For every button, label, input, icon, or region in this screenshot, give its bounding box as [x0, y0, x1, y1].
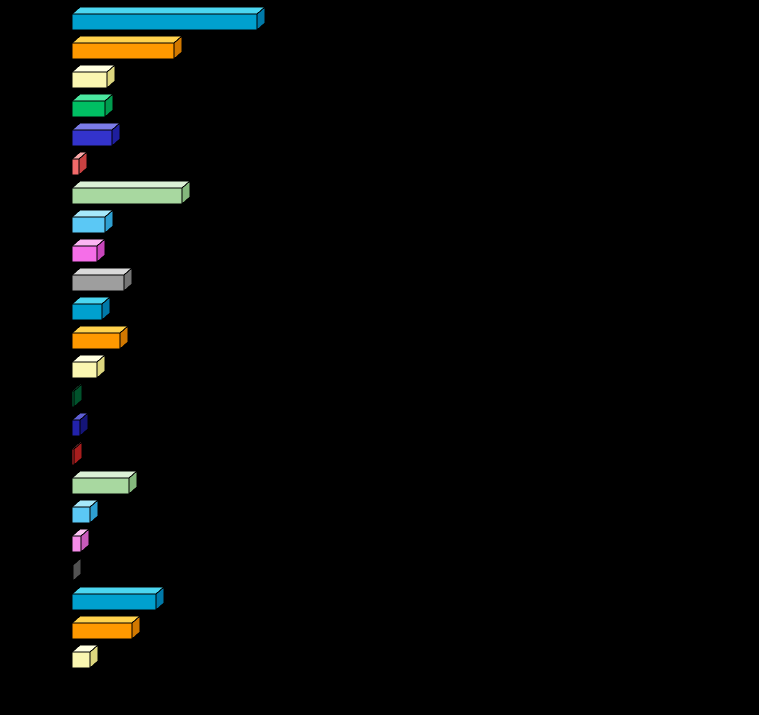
bar-20[interactable] — [70, 556, 83, 583]
bar-9-front-face — [71, 245, 98, 263]
bar-9[interactable] — [70, 237, 107, 264]
bar-8[interactable] — [70, 208, 115, 235]
bar-10-top-face — [70, 267, 134, 276]
bar-7-top-face — [70, 180, 192, 189]
bar-2-top-face — [70, 35, 184, 44]
bar-22-front-face — [71, 622, 133, 640]
bar-12-front-face — [71, 332, 121, 350]
bar-19[interactable] — [70, 527, 91, 554]
bar-5-front-face — [71, 129, 113, 147]
bar-16[interactable] — [70, 440, 84, 467]
bar-2[interactable] — [70, 34, 184, 61]
bar-14[interactable] — [70, 382, 84, 409]
bar-23-front-face — [71, 651, 91, 669]
bar-14-side-face — [73, 382, 83, 409]
bar-1[interactable] — [70, 5, 267, 32]
bar-18-front-face — [71, 506, 91, 524]
bar-22[interactable] — [70, 614, 142, 641]
bar-19-front-face — [71, 535, 82, 553]
bar-4[interactable] — [70, 92, 115, 119]
bar-17-top-face — [70, 470, 139, 479]
bar-15[interactable] — [70, 411, 90, 438]
bar-21[interactable] — [70, 585, 166, 612]
bar-3[interactable] — [70, 63, 117, 90]
bar-11[interactable] — [70, 295, 112, 322]
bar-3-front-face — [71, 71, 108, 89]
bar-13-front-face — [71, 361, 98, 379]
bar-4-front-face — [71, 100, 106, 118]
bar-20-side-face — [72, 556, 82, 583]
bar-6[interactable] — [70, 150, 89, 177]
bar-21-front-face — [71, 593, 157, 611]
bar-7[interactable] — [70, 179, 192, 206]
bar-2-front-face — [71, 42, 175, 60]
bar-13[interactable] — [70, 353, 107, 380]
bar-16-front-face — [71, 448, 75, 466]
bar-5[interactable] — [70, 121, 122, 148]
bar-1-top-face — [70, 6, 267, 15]
bar-12-top-face — [70, 325, 130, 334]
bar-7-front-face — [71, 187, 183, 205]
bar-1-front-face — [71, 13, 258, 31]
bar-21-top-face — [70, 586, 166, 595]
bar-17-front-face — [71, 477, 130, 495]
bar-16-side-face — [73, 440, 83, 467]
bar-23[interactable] — [70, 643, 100, 670]
bar-14-front-face — [71, 390, 75, 408]
bar-10[interactable] — [70, 266, 134, 293]
bar-8-front-face — [71, 216, 106, 234]
bar-15-front-face — [71, 419, 81, 437]
bar-18[interactable] — [70, 498, 100, 525]
bar-10-front-face — [71, 274, 125, 292]
bar-6-front-face — [71, 158, 80, 176]
bar-12[interactable] — [70, 324, 130, 351]
bar-20-front-face — [71, 564, 74, 582]
bar-22-top-face — [70, 615, 142, 624]
bar-11-front-face — [71, 303, 103, 321]
bar-17[interactable] — [70, 469, 139, 496]
